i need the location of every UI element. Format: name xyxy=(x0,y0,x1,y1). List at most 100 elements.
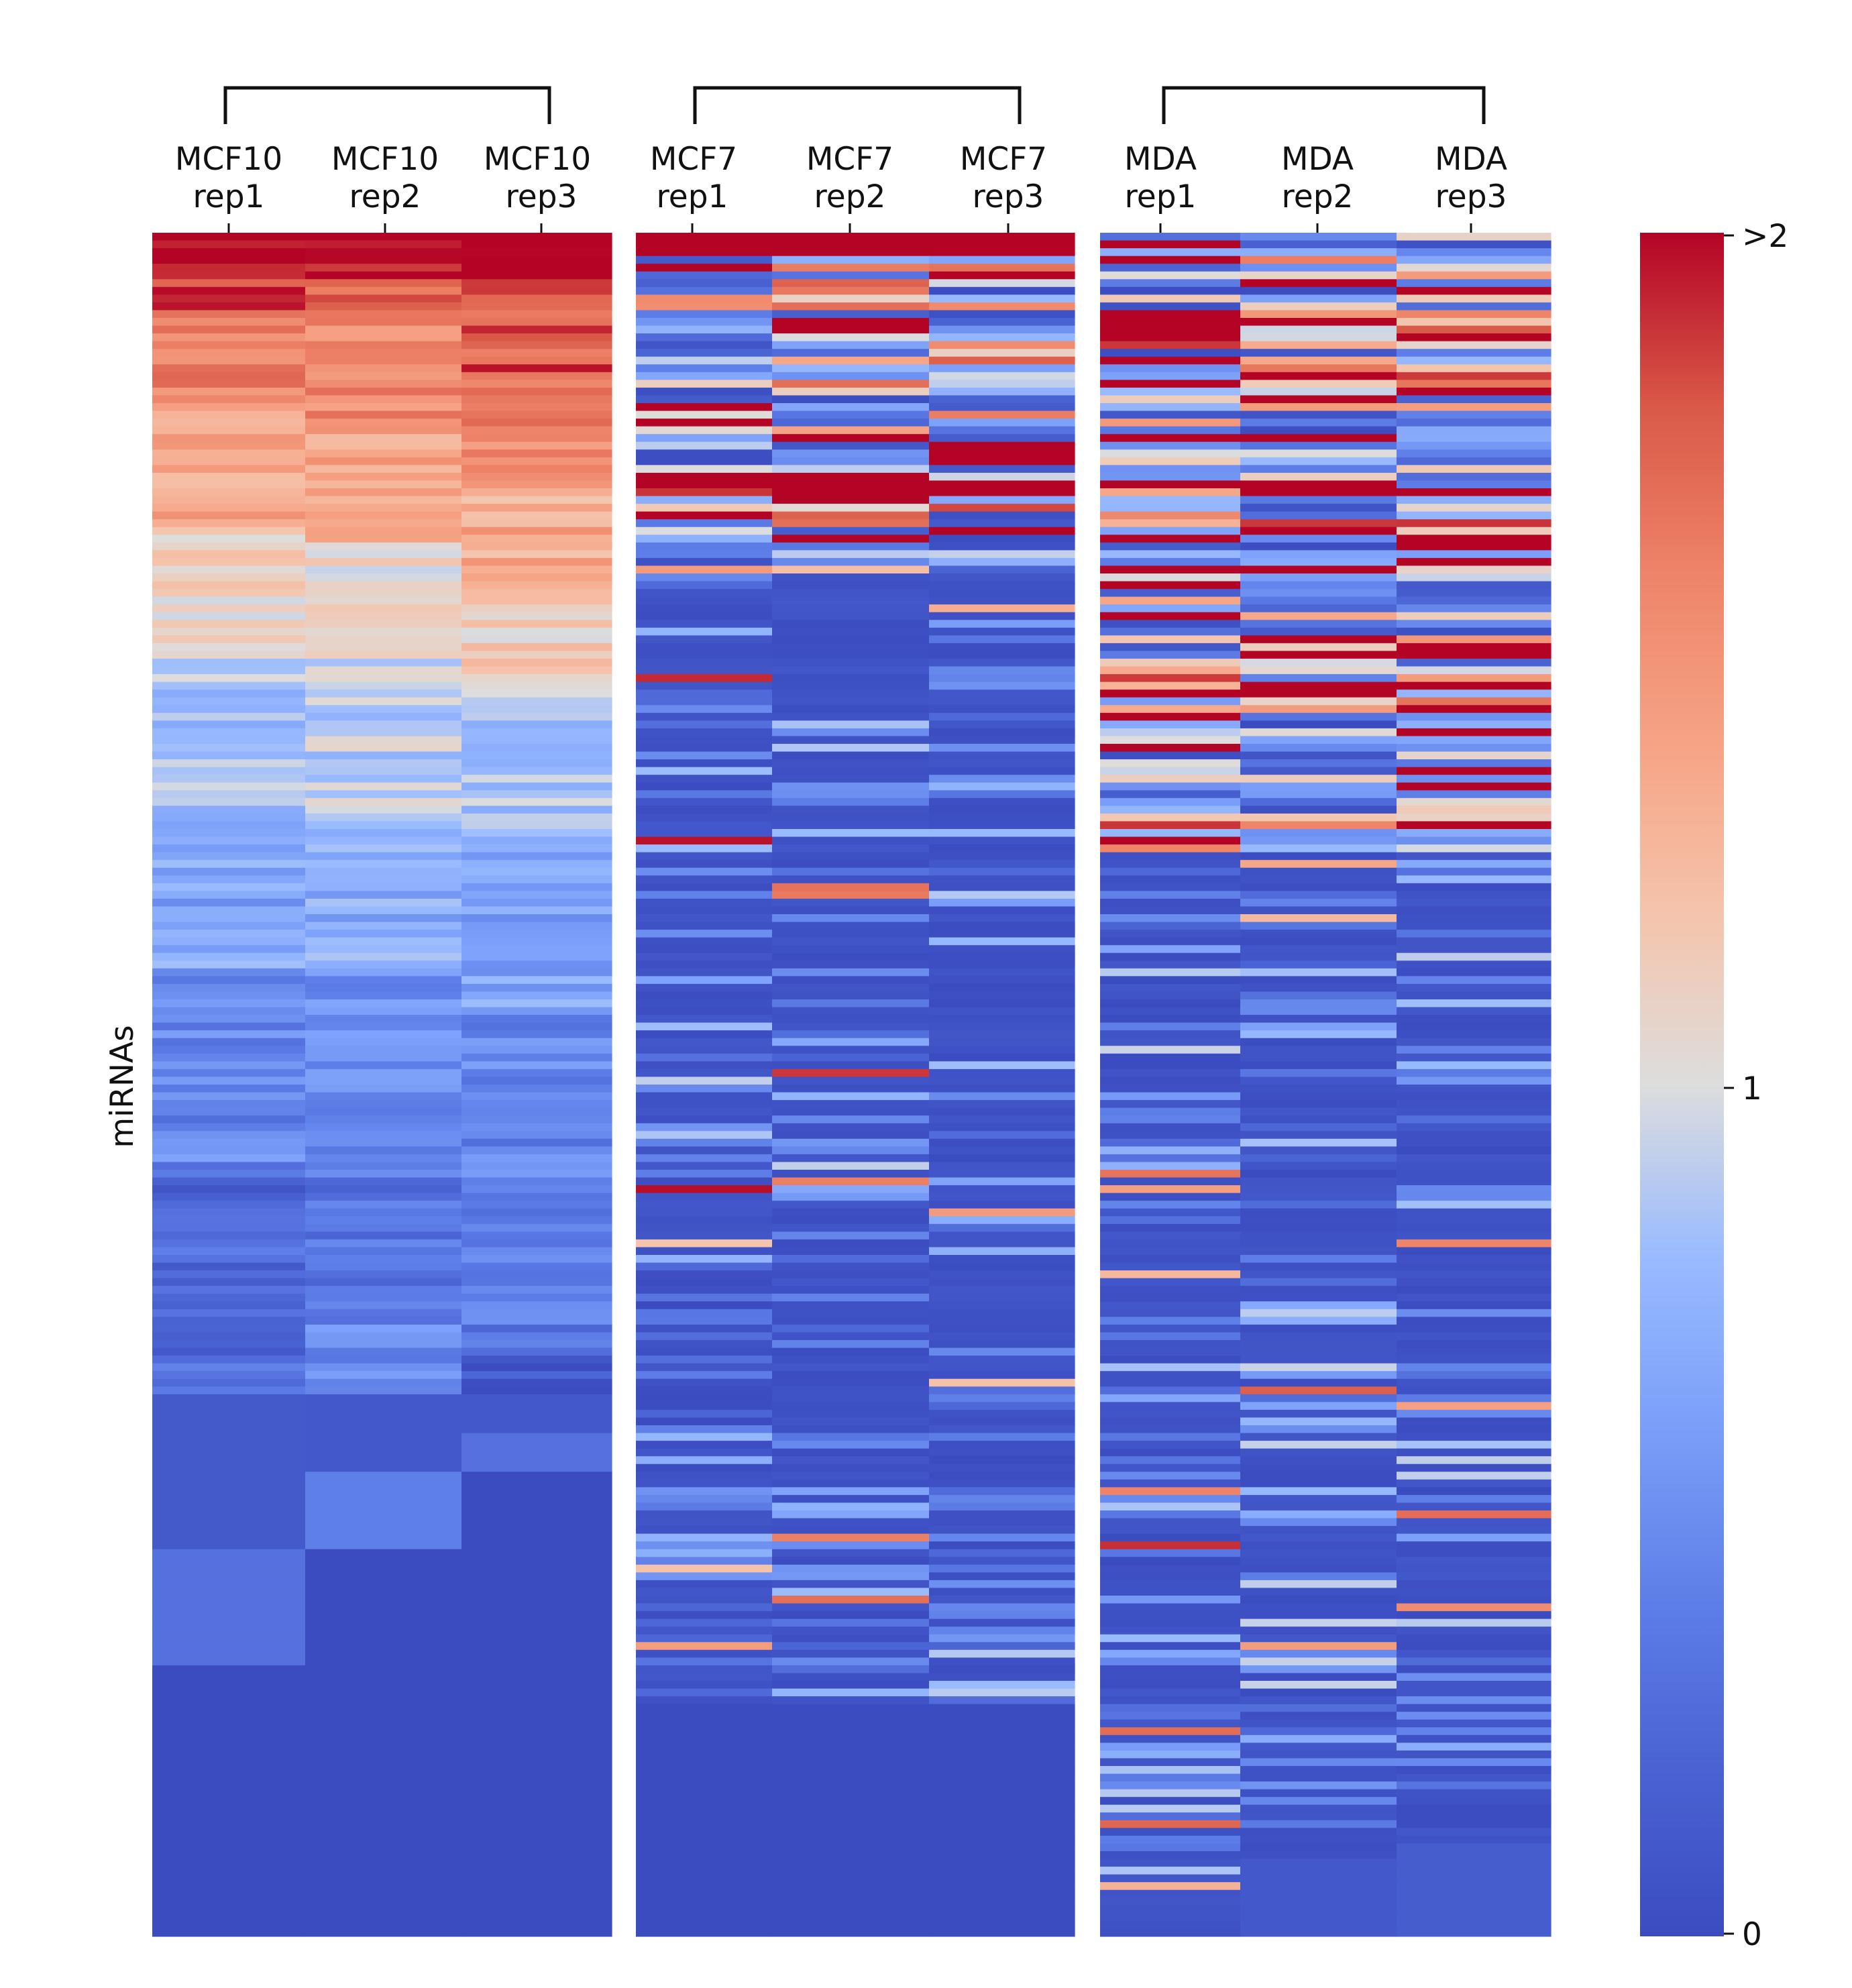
heatmap-cell xyxy=(152,767,306,775)
heatmap-cell xyxy=(772,573,930,582)
heatmap-cell xyxy=(305,1518,462,1527)
heatmap-cell xyxy=(152,1378,306,1387)
heatmap-cell xyxy=(1100,1696,1241,1705)
heatmap-cell xyxy=(1240,488,1397,497)
heatmap-cell xyxy=(929,441,1075,450)
heatmap-cell xyxy=(152,511,306,520)
heatmap-cell xyxy=(461,356,612,365)
heatmap-cell xyxy=(1100,380,1241,388)
heatmap-cell xyxy=(305,1340,462,1349)
heatmap-cell xyxy=(929,1433,1075,1441)
heatmap-cell xyxy=(929,1053,1075,1062)
heatmap-cell xyxy=(152,836,306,845)
heatmap-cell xyxy=(305,310,462,319)
heatmap-cell xyxy=(152,264,306,272)
heatmap-cell xyxy=(461,457,612,465)
heatmap-cell xyxy=(1240,1727,1397,1736)
heatmap-cell xyxy=(461,991,612,1000)
heatmap-cell xyxy=(1397,1464,1551,1472)
heatmap-cell xyxy=(772,356,930,365)
heatmap-cell xyxy=(1100,697,1241,706)
heatmap-cell xyxy=(772,937,930,946)
heatmap-cell xyxy=(1240,1634,1397,1643)
heatmap-cell xyxy=(772,720,930,729)
heatmap-cell xyxy=(1240,1859,1397,1867)
heatmap-cell xyxy=(636,1262,773,1271)
heatmap-cell xyxy=(772,349,930,357)
heatmap-cell xyxy=(305,651,462,659)
heatmap-cell xyxy=(1397,620,1551,628)
heatmap-cell xyxy=(929,937,1075,946)
heatmap-cell xyxy=(461,720,612,729)
heatmap-cell xyxy=(1100,1472,1241,1480)
heatmap-cell xyxy=(1240,1456,1397,1465)
heatmap-cell xyxy=(636,1146,773,1155)
heatmap-cell xyxy=(1397,1208,1551,1217)
heatmap-cell xyxy=(461,1704,612,1712)
heatmap-cell xyxy=(1397,1502,1551,1511)
heatmap-cell xyxy=(152,697,306,706)
heatmap-cell xyxy=(929,1920,1075,1930)
heatmap-cell xyxy=(461,806,612,814)
heatmap-cell xyxy=(305,286,462,295)
heatmap-cell xyxy=(1240,1797,1397,1806)
heatmap-cell xyxy=(461,256,612,264)
heatmap-cell xyxy=(152,1882,306,1891)
heatmap-cell xyxy=(1100,1022,1241,1031)
heatmap-cell xyxy=(636,1603,773,1612)
heatmap-cell xyxy=(1240,1649,1397,1658)
heatmap-cell xyxy=(772,1743,930,1751)
heatmap-cell xyxy=(461,930,612,938)
heatmap-cell xyxy=(1240,573,1397,582)
heatmap-cell xyxy=(1240,1409,1397,1419)
heatmap-cell xyxy=(1397,325,1551,334)
heatmap-cell xyxy=(929,797,1075,806)
heatmap-cell xyxy=(305,1107,462,1116)
heatmap-cell xyxy=(1397,659,1551,667)
heatmap-cell xyxy=(1100,1626,1241,1635)
heatmap-cell xyxy=(929,480,1075,489)
heatmap-cell xyxy=(461,1712,612,1720)
heatmap-cell xyxy=(305,914,462,923)
heatmap-cell xyxy=(1397,1743,1551,1751)
heatmap-cell xyxy=(305,1286,462,1294)
heatmap-cell xyxy=(1240,1828,1397,1836)
heatmap-cell xyxy=(1100,898,1241,907)
heatmap-cell xyxy=(305,1332,462,1341)
heatmap-cell xyxy=(152,542,306,551)
heatmap-cell xyxy=(1397,1657,1551,1666)
heatmap-cell xyxy=(1100,1425,1241,1434)
heatmap-cell xyxy=(1240,1611,1397,1620)
heatmap-cell xyxy=(152,1557,306,1565)
heatmap-cell xyxy=(305,1409,462,1419)
heatmap-cell xyxy=(152,782,306,791)
heatmap-cell xyxy=(772,1356,930,1364)
heatmap-cell xyxy=(1240,1015,1397,1024)
heatmap-cell xyxy=(1397,457,1551,465)
heatmap-cell xyxy=(1100,504,1241,512)
heatmap-cell xyxy=(461,279,612,288)
heatmap-cell xyxy=(772,1533,930,1542)
heatmap-cell xyxy=(929,325,1075,334)
heatmap-cell xyxy=(152,1526,306,1535)
heatmap-cell xyxy=(461,790,612,799)
heatmap-cell xyxy=(152,813,306,822)
heatmap-cell xyxy=(305,1085,462,1093)
heatmap-cell xyxy=(1100,1216,1241,1225)
heatmap-cell xyxy=(152,504,306,512)
heatmap-cell xyxy=(772,1804,930,1813)
heatmap-cell xyxy=(636,712,773,721)
heatmap-cell xyxy=(1397,759,1551,768)
heatmap-cell xyxy=(305,496,462,504)
heatmap-cell xyxy=(636,1889,773,1898)
heatmap-cell xyxy=(929,356,1075,365)
heatmap-cell xyxy=(929,1681,1075,1690)
heatmap-cell xyxy=(929,1603,1075,1612)
heatmap-cell xyxy=(152,372,306,380)
heatmap-cell xyxy=(152,689,306,698)
heatmap-cell xyxy=(305,1859,462,1867)
heatmap-cell xyxy=(1397,883,1551,891)
heatmap-cell xyxy=(305,883,462,891)
heatmap-cell xyxy=(305,906,462,915)
heatmap-cell xyxy=(1397,372,1551,380)
